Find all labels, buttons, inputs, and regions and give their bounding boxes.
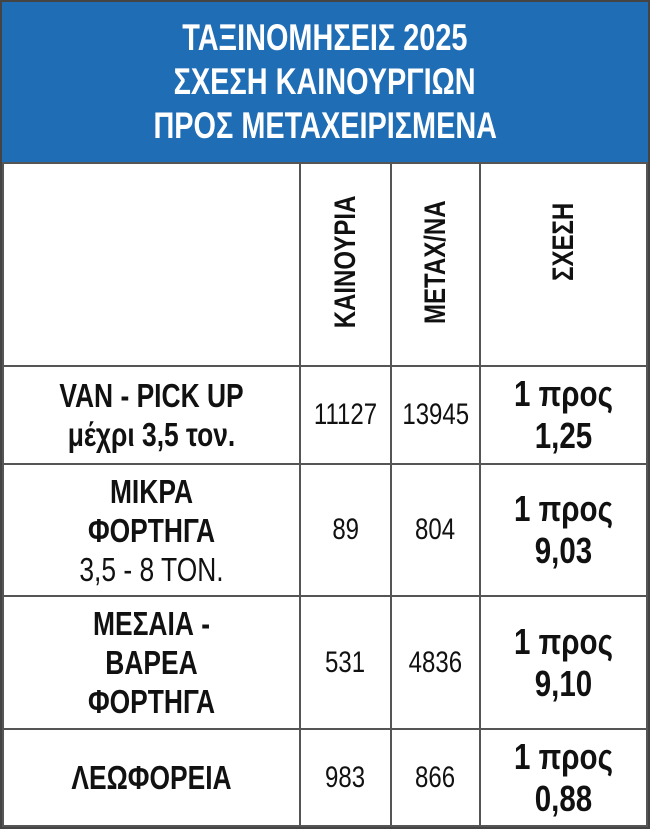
title-line: ΠΡΟΣ ΜΕΤΑΧΕΙΡΙΣΜΕΝΑ [153, 105, 497, 146]
table-row: VAN - PICK UP μέχρι 3,5 τον. 11127 13945… [2, 365, 648, 465]
category-cell: VAN - PICK UP μέχρι 3,5 τον. [2, 365, 301, 465]
used-cell: 13945 [390, 365, 481, 465]
header-row: ΚΑΙΝΟΥΡΙΑ ΜΕΤΑΧ/ΝΑ ΣΧΕΣΗ [2, 162, 648, 367]
category-cell: ΜΙΚΡΑ ΦΟΡΤΗΓΑ 3,5 - 8 ΤΟΝ. [2, 463, 301, 597]
category-cell: ΛΕΩΦΟΡΕΙΑ [2, 728, 301, 827]
table-row: ΜΙΚΡΑ ΦΟΡΤΗΓΑ 3,5 - 8 ΤΟΝ. 89 804 1 προς… [2, 463, 648, 597]
title-line: ΣΧΕΣΗ ΚΑΙΝΟΥΡΓΙΩΝ [173, 61, 477, 102]
table-row: ΜΕΣΑΙΑ - ΒΑΡΕΑ ΦΟΡΤΗΓΑ 531 4836 1 προς 9… [2, 595, 648, 730]
header-empty [2, 162, 301, 367]
ratio-cell: 1 προς 9,10 [479, 595, 648, 730]
ratio-cell: 1 προς 9,03 [479, 463, 648, 597]
new-cell: 983 [299, 728, 392, 827]
used-cell: 866 [390, 728, 481, 827]
new-cell: 89 [299, 463, 392, 597]
title-banner: ΤΑΞΙΝΟΜΗΣΕΙΣ 2025 ΣΧΕΣΗ ΚΑΙΝΟΥΡΓΙΩΝ ΠΡΟΣ… [2, 2, 648, 162]
new-cell: 531 [299, 595, 392, 730]
category-cell: ΜΕΣΑΙΑ - ΒΑΡΕΑ ΦΟΡΤΗΓΑ [2, 595, 301, 730]
new-cell: 11127 [299, 365, 392, 465]
data-table: ΚΑΙΝΟΥΡΙΑ ΜΕΤΑΧ/ΝΑ ΣΧΕΣΗ VAN - PICK UP μ… [2, 162, 648, 827]
header-new: ΚΑΙΝΟΥΡΙΑ [299, 162, 392, 367]
used-cell: 804 [390, 463, 481, 597]
header-used: ΜΕΤΑΧ/ΝΑ [390, 162, 481, 367]
table-row: ΛΕΩΦΟΡΕΙΑ 983 866 1 προς 0,88 [2, 728, 648, 827]
ratio-cell: 1 προς 1,25 [479, 365, 648, 465]
used-cell: 4836 [390, 595, 481, 730]
ratio-cell: 1 προς 0,88 [479, 728, 648, 827]
header-ratio: ΣΧΕΣΗ [479, 162, 648, 367]
title-line: ΤΑΞΙΝΟΜΗΣΕΙΣ 2025 [182, 17, 468, 58]
